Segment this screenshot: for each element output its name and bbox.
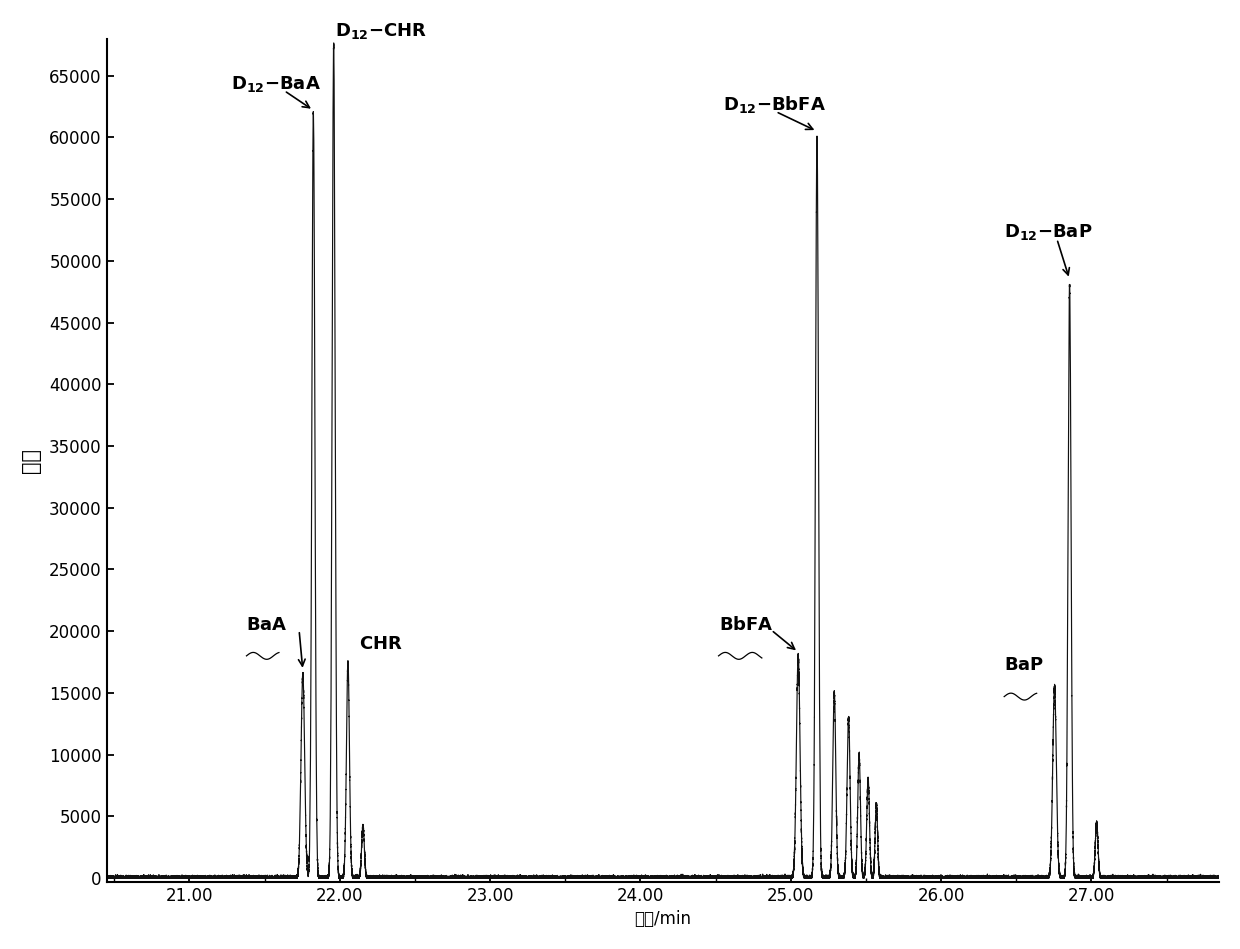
Text: $\mathbf{D_{12}}$$\mathbf{-CHR}$: $\mathbf{D_{12}}$$\mathbf{-CHR}$ [335, 21, 427, 41]
Text: $\mathbf{BbFA}$: $\mathbf{BbFA}$ [718, 616, 774, 634]
Text: $\mathbf{D_{12}}$$\mathbf{-BaP}$: $\mathbf{D_{12}}$$\mathbf{-BaP}$ [1004, 222, 1092, 242]
Y-axis label: 丰度: 丰度 [21, 448, 41, 473]
Text: $\mathbf{D_{12}}$$\mathbf{-BbFA}$: $\mathbf{D_{12}}$$\mathbf{-BbFA}$ [723, 94, 826, 115]
Text: $\mathbf{BaA}$: $\mathbf{BaA}$ [247, 616, 288, 634]
Text: $\mathbf{BaP}$: $\mathbf{BaP}$ [1004, 657, 1044, 675]
X-axis label: 时间/min: 时间/min [635, 910, 692, 928]
Text: $\mathbf{D_{12}}$$\mathbf{-BaA}$: $\mathbf{D_{12}}$$\mathbf{-BaA}$ [232, 74, 321, 94]
Text: $\mathbf{CHR}$: $\mathbf{CHR}$ [360, 636, 403, 654]
